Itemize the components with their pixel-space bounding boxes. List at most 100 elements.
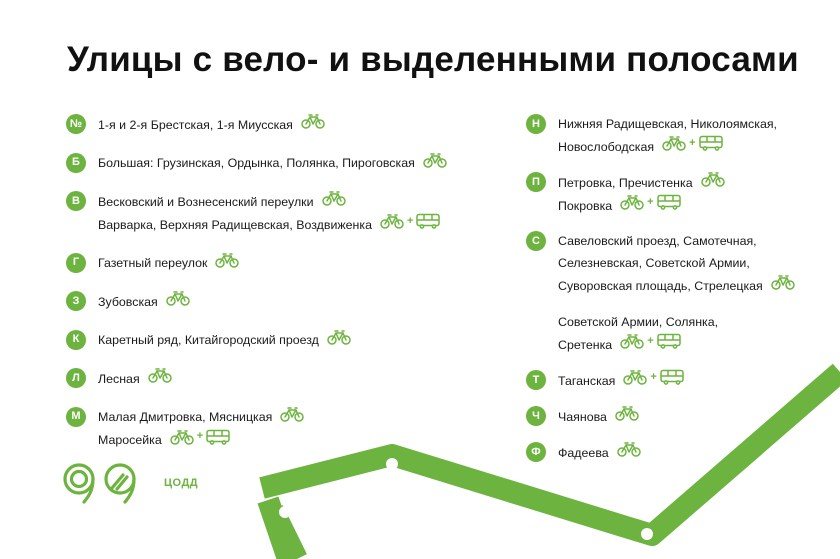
bicycle-icon	[616, 441, 641, 464]
street-line: Газетный переулок	[98, 252, 486, 275]
route-stop-dot	[641, 528, 653, 540]
letter-badge: В	[66, 191, 86, 211]
street-entry: Т Таганская +	[526, 369, 826, 392]
bicycle-icon	[380, 213, 404, 236]
street-names: Покровка	[558, 198, 613, 213]
bicycle-icon	[615, 405, 639, 428]
bicycle-icon	[321, 190, 346, 213]
street-line: Маросейка +	[98, 429, 486, 452]
street-names: Сретенка	[558, 337, 613, 352]
street-line: Чаянова	[558, 405, 826, 428]
letter-badge: Н	[526, 114, 546, 134]
letter-badge: Ч	[526, 406, 546, 426]
street-line	[558, 297, 826, 311]
street-entry: М Малая Дмитровка, Мясницкая Маросейка +	[66, 406, 486, 452]
street-names: Каретный ряд, Китайгородский проезд	[98, 333, 319, 347]
bus-icon	[660, 369, 684, 392]
street-line: Большая: Грузинская, Ордынка, Полянка, П…	[98, 152, 486, 175]
street-entry: Ф Фадеева	[526, 441, 826, 464]
letter-badge: М	[66, 406, 86, 427]
street-line: Варварка, Верхняя Радищевская, Воздвижен…	[98, 213, 486, 236]
street-names: Таганская	[558, 373, 616, 388]
street-entry: Г Газетный переулок	[66, 252, 486, 275]
route-stop-dot	[386, 458, 398, 470]
street-line: Весковский и Вознесенский переулки	[98, 190, 486, 213]
bicycle-icon	[662, 135, 686, 158]
letter-badge: №	[66, 114, 86, 134]
street-line: 1-я и 2-я Брестская, 1-я Миусская	[98, 113, 486, 136]
street-entry: Б Большая: Грузинская, Ордынка, Полянка, …	[66, 152, 486, 175]
street-line: Петровка, Пречистенка	[558, 171, 826, 194]
street-entry: Ч Чаянова	[526, 405, 826, 428]
street-names: Зубовская	[98, 294, 158, 309]
bicycle-icon	[620, 194, 644, 217]
letter-badge: Т	[526, 370, 546, 390]
bus-icon	[416, 213, 441, 236]
letter-badge: П	[526, 172, 546, 192]
street-names: 1-я и 2-я Брестская, 1-я Миусская	[98, 117, 293, 132]
street-line: Каретный ряд, Китайгородский проезд	[98, 329, 486, 352]
street-entry: Л Лесная	[66, 367, 486, 390]
street-entry: К Каретный ряд, Китайгородский проезд	[66, 329, 486, 352]
bicycle-icon	[700, 171, 725, 194]
codd-logo-icon	[63, 463, 136, 504]
street-list-right: Н Нижняя Радищевская, Николоямская, Новосл…	[526, 113, 826, 477]
street-line: Малая Дмитровка, Мясницкая	[98, 406, 486, 429]
bicycle-icon	[327, 329, 351, 352]
street-line: Советской Армии, Солянка,	[558, 311, 826, 333]
street-names: Большая: Грузинская, Ордынка, Полянка, П…	[98, 156, 415, 170]
street-entry: Н Нижняя Радищевская, Николоямская, Новосл…	[526, 113, 826, 158]
street-line: Нижняя Радищевская, Николоямская,	[558, 113, 826, 135]
street-line: Лесная	[98, 367, 486, 390]
plus-icon: +	[647, 195, 654, 208]
street-names: Советской Армии, Солянка,	[558, 315, 719, 329]
street-entry: № 1-я и 2-я Брестская, 1-я Миусская	[66, 113, 486, 136]
letter-badge: Ф	[526, 442, 546, 462]
bicycle-icon	[620, 333, 644, 356]
street-names: Лесная	[98, 371, 140, 386]
street-line: Фадеева	[558, 441, 826, 464]
plus-icon: +	[647, 334, 654, 347]
street-names: Суворовская площадь, Стрелецкая	[558, 278, 763, 293]
plus-icon: +	[406, 214, 414, 227]
street-names: Петровка, Пречистенка	[558, 175, 693, 190]
letter-badge: Г	[66, 252, 86, 273]
logo-text: ЦОДД	[164, 477, 199, 489]
bicycle-icon	[771, 274, 795, 297]
letter-badge: З	[66, 291, 86, 311]
street-line: Селезневская, Советской Армии,	[558, 252, 826, 274]
street-names: Варварка, Верхняя Радищевская, Воздвижен…	[98, 217, 372, 232]
codd-logo: ЦОДД	[60, 462, 198, 504]
bicycle-icon	[169, 429, 194, 452]
bus-icon	[698, 135, 723, 158]
letter-badge: Л	[66, 368, 86, 388]
letter-badge: С	[526, 231, 546, 251]
bicycle-icon	[215, 252, 240, 275]
street-names: Малая Дмитровка, Мясницкая	[98, 410, 273, 424]
street-line: Таганская +	[558, 369, 826, 392]
street-entry: З Зубовская	[66, 290, 486, 313]
bicycle-icon	[166, 290, 190, 313]
bus-icon	[656, 333, 681, 356]
letter-badge: Б	[66, 152, 86, 173]
route-stop-dot	[279, 506, 291, 518]
street-names: Фадеева	[558, 445, 609, 460]
street-line: Савеловский проезд, Самотечная,	[558, 230, 826, 252]
bicycle-icon	[423, 152, 447, 175]
street-entry: П Петровка, Пречистенка Покровка +	[526, 171, 826, 217]
bus-icon	[656, 194, 681, 217]
bus-icon	[206, 429, 230, 452]
street-names: Газетный переулок	[98, 256, 208, 270]
street-line: Суворовская площадь, Стрелецкая	[558, 274, 826, 297]
bicycle-icon	[623, 369, 648, 392]
street-names: Новослободская	[558, 139, 655, 154]
street-names: Весковский и Вознесенский переулки	[98, 194, 314, 209]
street-line: Покровка +	[558, 194, 826, 217]
plus-icon: +	[689, 136, 696, 149]
street-entry: С Савеловский проезд, Самотечная, Селезнев…	[526, 230, 826, 356]
street-line: Новослободская +	[558, 135, 826, 158]
street-names: Савеловский проезд, Самотечная,	[558, 234, 757, 248]
street-names: Маросейка	[98, 433, 162, 447]
bicycle-icon	[301, 113, 325, 136]
